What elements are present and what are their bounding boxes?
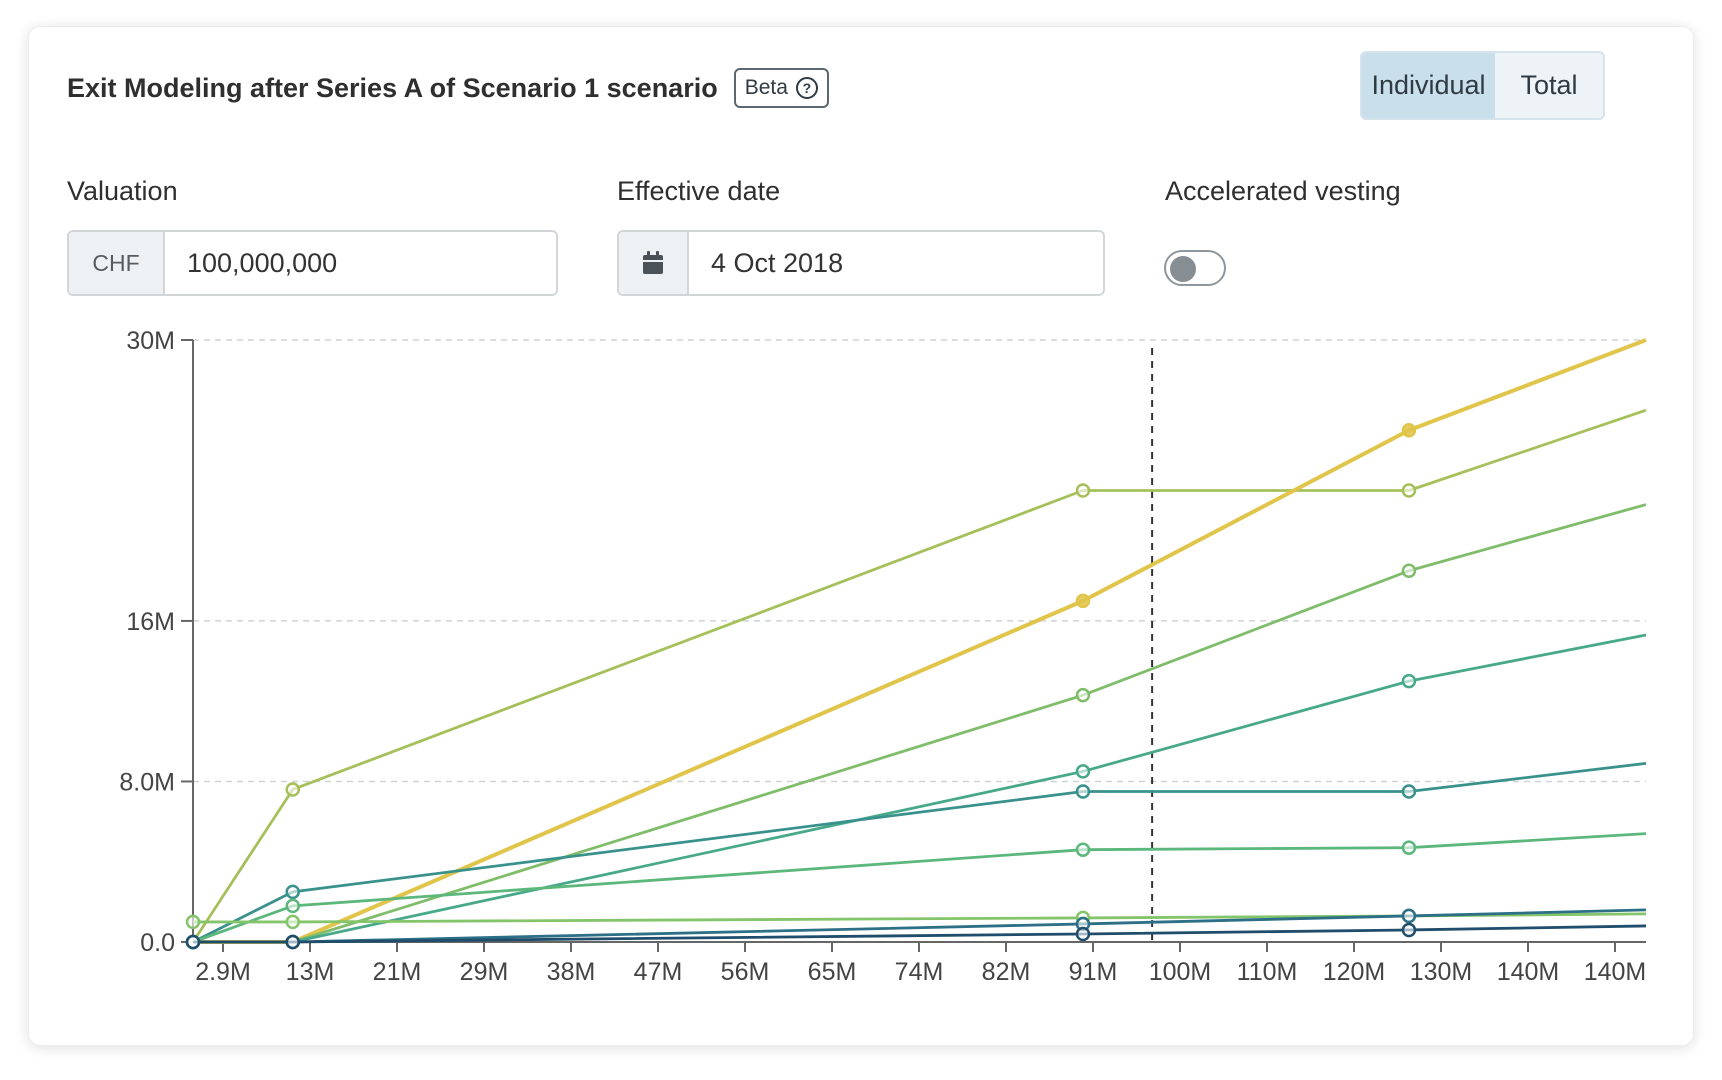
series-point: [1401, 840, 1417, 855]
x-tick-label: 47M: [634, 958, 683, 986]
series-point: [285, 934, 301, 950]
y-tick-label: 0.0: [140, 929, 175, 957]
exit-modeling-card: [28, 26, 1694, 1046]
valuation-label: Valuation: [67, 176, 178, 206]
x-tick-label: 65M: [808, 958, 857, 986]
effective-date-value[interactable]: 4 Oct 2018: [711, 247, 844, 278]
series-point: [1075, 483, 1091, 498]
x-tick-label: 120M: [1323, 958, 1386, 986]
valuation-input[interactable]: CHF 100,000,000: [67, 230, 558, 296]
x-tick-label: 38M: [547, 958, 596, 986]
series-line: [193, 338, 1647, 944]
series-point: [1075, 593, 1091, 609]
series-point: [185, 914, 201, 930]
series-point: [1401, 922, 1417, 938]
series-point: [1401, 563, 1417, 579]
series-point: [1075, 764, 1091, 779]
switch-knob: [1170, 256, 1196, 282]
series-point: [1401, 908, 1417, 924]
page-title: Exit Modeling after Series A of Scenario…: [67, 68, 829, 108]
series-point: [1075, 784, 1091, 799]
x-tick-label: 13M: [286, 958, 335, 986]
beta-label: Beta: [744, 76, 788, 99]
x-tick-label: 91M: [1069, 958, 1118, 986]
valuation-value[interactable]: 100,000,000: [187, 247, 338, 278]
accelerated-vesting-label: Accelerated vesting: [1165, 176, 1401, 206]
x-tick-label: 2.9M: [195, 958, 251, 986]
x-tick-label: 100M: [1149, 958, 1212, 986]
x-tick-label: 29M: [460, 958, 509, 986]
title-text: Exit Modeling after Series A of Scenario…: [67, 72, 718, 103]
series-point: [285, 898, 301, 914]
series-point: [285, 914, 301, 930]
beta-badge[interactable]: Beta ?: [733, 68, 829, 108]
y-tick-label: 30M: [126, 327, 175, 355]
series-point: [1075, 926, 1091, 942]
x-tick-label: 140M: [1497, 958, 1560, 986]
x-tick-label: 82M: [982, 958, 1031, 986]
series-line: [193, 908, 1647, 944]
series-point: [1075, 687, 1091, 703]
x-tick-label: 56M: [721, 958, 770, 986]
x-tick-label: 140M: [1584, 958, 1647, 986]
series-point: [185, 934, 201, 950]
effective-date-label: Effective date: [617, 176, 781, 206]
x-tick-label: 110M: [1237, 958, 1298, 986]
series-point: [1075, 842, 1091, 857]
toggle-total[interactable]: Total: [1495, 53, 1603, 118]
y-tick-label: 8.0M: [119, 768, 175, 796]
series-point: [1401, 673, 1417, 689]
series-point: [285, 782, 301, 797]
help-icon[interactable]: ?: [795, 77, 818, 99]
view-toggle: Individual Total: [1360, 51, 1605, 120]
effective-date-input[interactable]: 4 Oct 2018: [617, 230, 1105, 296]
currency-addon: CHF: [69, 232, 165, 294]
toggle-individual[interactable]: Individual: [1362, 53, 1495, 118]
series-point: [1401, 423, 1417, 438]
series-line: [192, 832, 1647, 944]
x-tick-label: 130M: [1410, 958, 1473, 986]
series-point: [1401, 784, 1417, 799]
x-tick-label: 74M: [895, 958, 944, 986]
calendar-icon[interactable]: [619, 232, 689, 294]
accelerated-vesting-switch[interactable]: [1164, 250, 1226, 286]
series-point: [1401, 483, 1417, 498]
x-tick-label: 21M: [373, 958, 422, 986]
series-point: [285, 884, 301, 900]
y-tick-label: 16M: [126, 608, 175, 636]
